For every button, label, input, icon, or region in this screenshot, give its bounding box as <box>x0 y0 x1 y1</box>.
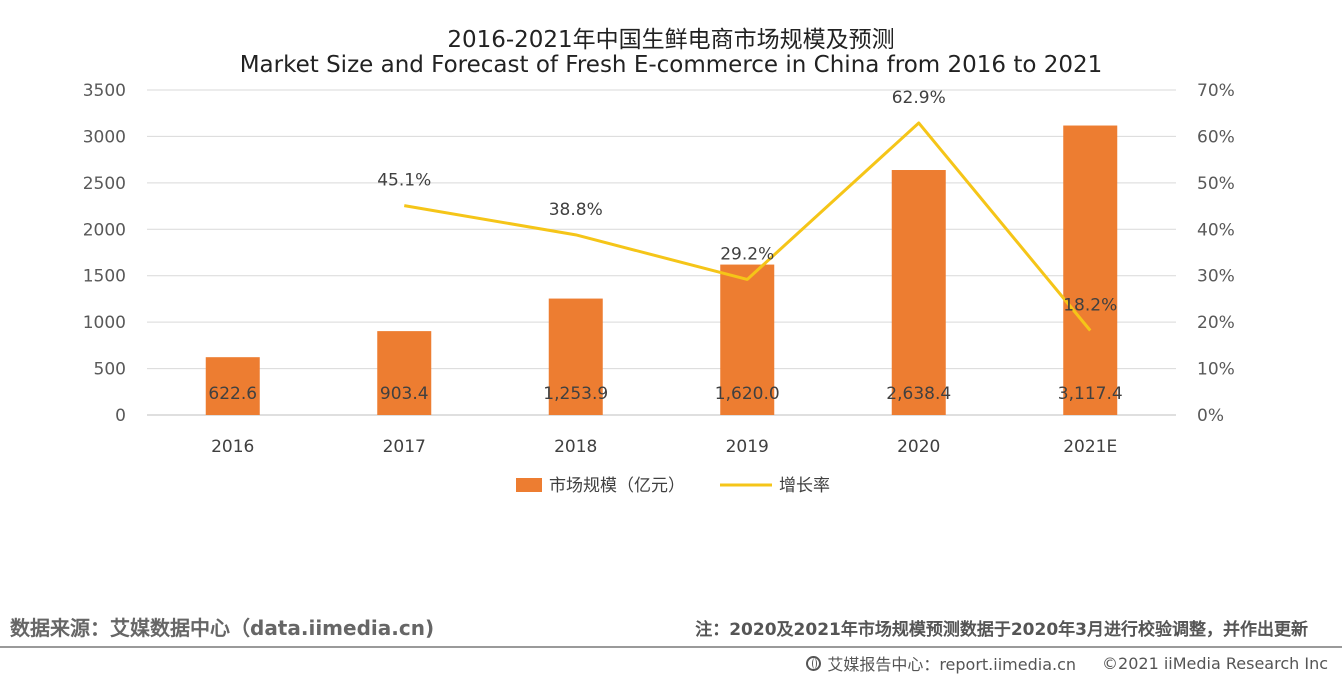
y-right-tick-label: 50% <box>1197 174 1235 194</box>
y-left-tick-label: 1000 <box>83 313 126 333</box>
y-right-tick-label: 70% <box>1197 81 1235 101</box>
legend: 市场规模（亿元） 增长率 <box>516 476 830 496</box>
line-data-labels: 45.1% 38.8% 29.2% 62.9% 18.2% <box>377 88 1117 316</box>
bar <box>377 331 432 415</box>
chart-title-en: Market Size and Forecast of Fresh E-comm… <box>239 52 1103 78</box>
footnote: 注：2020及2021年市场规模预测数据于2020年3月进行校验调整，并作出更新 <box>695 620 1308 640</box>
bar-data-labels: 622.6 903.4 1,253.9 1,620.0 2,638.4 3,117.4 <box>208 384 1122 404</box>
y-left-tick-label: 3500 <box>83 81 126 101</box>
y-right-tick-label: 40% <box>1197 220 1235 240</box>
y-left-tick-label: 500 <box>94 360 126 380</box>
footer-divider <box>0 646 1342 648</box>
legend-line-label: 增长率 <box>779 476 830 496</box>
x-axis: 2016 2017 2018 2019 2020 2021E <box>211 437 1117 457</box>
y-axis-right: 0% 10% 20% 30% 40% 50% 60% 70% <box>1197 81 1235 426</box>
line-data-label: 45.1% <box>377 171 431 191</box>
x-tick-label: 2019 <box>726 437 769 457</box>
globe-icon <box>806 655 822 671</box>
legend-bar-label: 市场规模（亿元） <box>549 476 685 496</box>
y-right-tick-label: 60% <box>1197 127 1235 147</box>
bar-data-label: 3,117.4 <box>1058 384 1123 404</box>
x-tick-label: 2018 <box>554 437 597 457</box>
x-tick-label: 2017 <box>383 437 426 457</box>
line-data-label: 62.9% <box>892 88 946 108</box>
line-data-label: 29.2% <box>720 244 774 264</box>
copyright: ©2021 iiMedia Research Inc <box>1102 653 1328 673</box>
legend-bar-swatch <box>516 478 542 492</box>
chart-title-cn: 2016-2021年中国生鲜电商市场规模及预测 <box>447 27 895 53</box>
y-right-tick-label: 20% <box>1197 313 1235 333</box>
chart-area: 0 500 1000 1500 2000 2500 3000 3500 0% 10% 20% 30%… <box>83 81 1235 496</box>
y-left-tick-label: 1500 <box>83 267 126 287</box>
x-tick-label: 2021E <box>1063 437 1117 457</box>
x-tick-label: 2016 <box>211 437 254 457</box>
y-right-tick-label: 0% <box>1197 406 1224 426</box>
line-data-label: 38.8% <box>549 200 603 220</box>
report-center-link[interactable]: 艾媒报告中心：report.iimedia.cn <box>827 655 1077 674</box>
bar-data-label: 1,253.9 <box>543 384 608 404</box>
gridlines <box>147 89 1176 416</box>
bar-data-label: 2,638.4 <box>886 384 951 404</box>
bar <box>720 264 775 415</box>
line-data-label: 18.2% <box>1063 296 1117 316</box>
bar <box>548 298 603 415</box>
data-source: 数据来源：艾媒数据中心（data.iimedia.cn) <box>10 616 435 640</box>
y-left-tick-label: 3000 <box>83 127 126 147</box>
growth-rate-line <box>403 121 1092 332</box>
x-tick-label: 2020 <box>897 437 940 457</box>
bar-data-label: 622.6 <box>208 384 257 404</box>
y-left-tick-label: 2000 <box>83 220 126 240</box>
bar <box>205 357 260 415</box>
y-right-tick-label: 10% <box>1197 360 1235 380</box>
y-left-tick-label: 2500 <box>83 174 126 194</box>
bar <box>891 170 946 415</box>
line-series <box>403 121 1092 332</box>
footer-credits: 艾媒报告中心：report.iimedia.cn ©2021 iiMedia R… <box>806 651 1328 675</box>
bar-series <box>205 125 1118 415</box>
y-axis-left: 0 500 1000 1500 2000 2500 3000 3500 <box>83 81 126 426</box>
y-right-tick-label: 30% <box>1197 267 1235 287</box>
y-left-tick-label: 0 <box>115 406 126 426</box>
bar <box>1063 125 1118 415</box>
bar-data-label: 903.4 <box>380 384 429 404</box>
bar-data-label: 1,620.0 <box>715 384 780 404</box>
